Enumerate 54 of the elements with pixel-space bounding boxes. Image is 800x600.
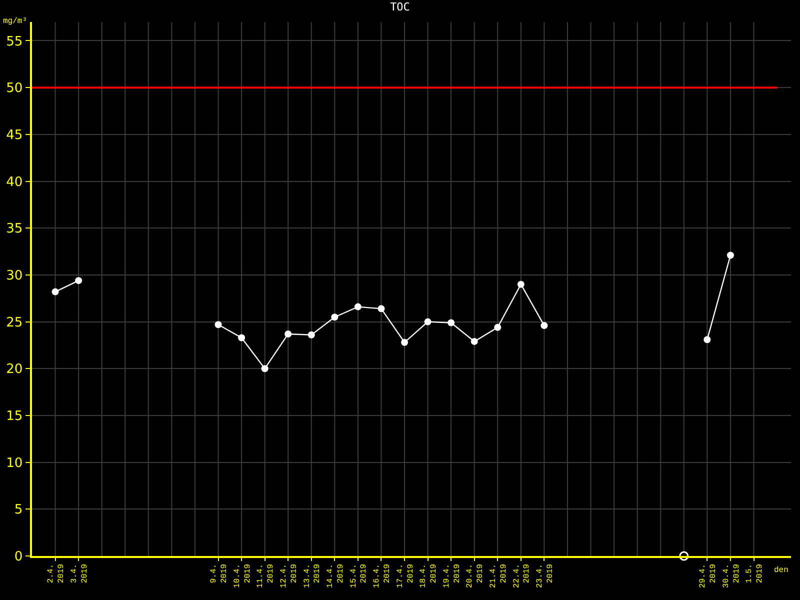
point xyxy=(261,365,268,372)
point xyxy=(52,288,59,296)
x-tick-label: 19.4. 2019 xyxy=(442,564,462,588)
x-tick-label: 2.4. 2019 xyxy=(46,564,66,584)
point xyxy=(704,336,711,344)
y-axis-title: mg/m³ xyxy=(3,17,28,26)
point xyxy=(401,338,408,346)
y-tick-label: 25 xyxy=(6,315,23,330)
point xyxy=(238,334,246,342)
x-axis-title: den xyxy=(774,566,789,575)
x-tick-label: 30.4. 2019 xyxy=(722,564,742,588)
x-tick-label: 14.4. 2019 xyxy=(326,564,346,588)
x-tick-label: 1.5. 2019 xyxy=(745,564,765,584)
x-tick-label: 12.4. 2019 xyxy=(280,564,299,588)
y-tick-label: 20 xyxy=(6,362,23,378)
y-tick-label: 10 xyxy=(6,456,23,471)
y-tick-label: 15 xyxy=(6,409,23,424)
x-tick-label: 20.4. 2019 xyxy=(466,564,486,588)
y-tick-label: 5 xyxy=(14,502,23,518)
point xyxy=(75,277,82,284)
x-tick-label: 18.4. 2019 xyxy=(419,564,439,588)
x-tick-label: 22.4. 2019 xyxy=(512,564,532,588)
y-tick-label: 0 xyxy=(14,550,23,565)
point xyxy=(540,322,548,330)
y-tick-label: 50 xyxy=(6,81,23,96)
point xyxy=(378,305,385,312)
x-tick-label: 16.4. 2019 xyxy=(372,564,392,588)
x-tick-label: 10.4. 2019 xyxy=(232,564,252,588)
point xyxy=(494,324,502,331)
y-tick-label: 30 xyxy=(6,268,23,284)
y-tick-label: 40 xyxy=(6,174,23,190)
point xyxy=(470,338,478,345)
point xyxy=(308,331,315,338)
y-tick-label: 55 xyxy=(6,34,23,50)
point xyxy=(284,330,292,338)
point xyxy=(424,318,432,326)
x-tick-label: 17.4. 2019 xyxy=(396,564,416,588)
chart-title: TOC xyxy=(390,0,410,14)
point xyxy=(354,303,362,310)
point xyxy=(331,314,338,321)
x-tick-label: 9.4. 2019 xyxy=(210,564,230,584)
x-tick-label: 13.4. 2019 xyxy=(302,564,322,588)
x-tick-label: 15.4. 2019 xyxy=(349,564,369,588)
x-tick-label: 23.4. 2019 xyxy=(536,564,556,588)
x-tick-label: 21.4. 2019 xyxy=(489,564,508,588)
point xyxy=(517,280,524,288)
x-tick-label: 29.4. 2019 xyxy=(698,564,718,588)
point xyxy=(214,321,222,328)
x-tick-label: 11.4. 2019 xyxy=(256,564,276,588)
point xyxy=(726,252,734,259)
y-tick-label: 35 xyxy=(6,222,23,237)
point xyxy=(448,319,455,326)
y-tick-label: 45 xyxy=(6,128,23,143)
x-tick-label: 3.4. 2019 xyxy=(70,564,90,584)
